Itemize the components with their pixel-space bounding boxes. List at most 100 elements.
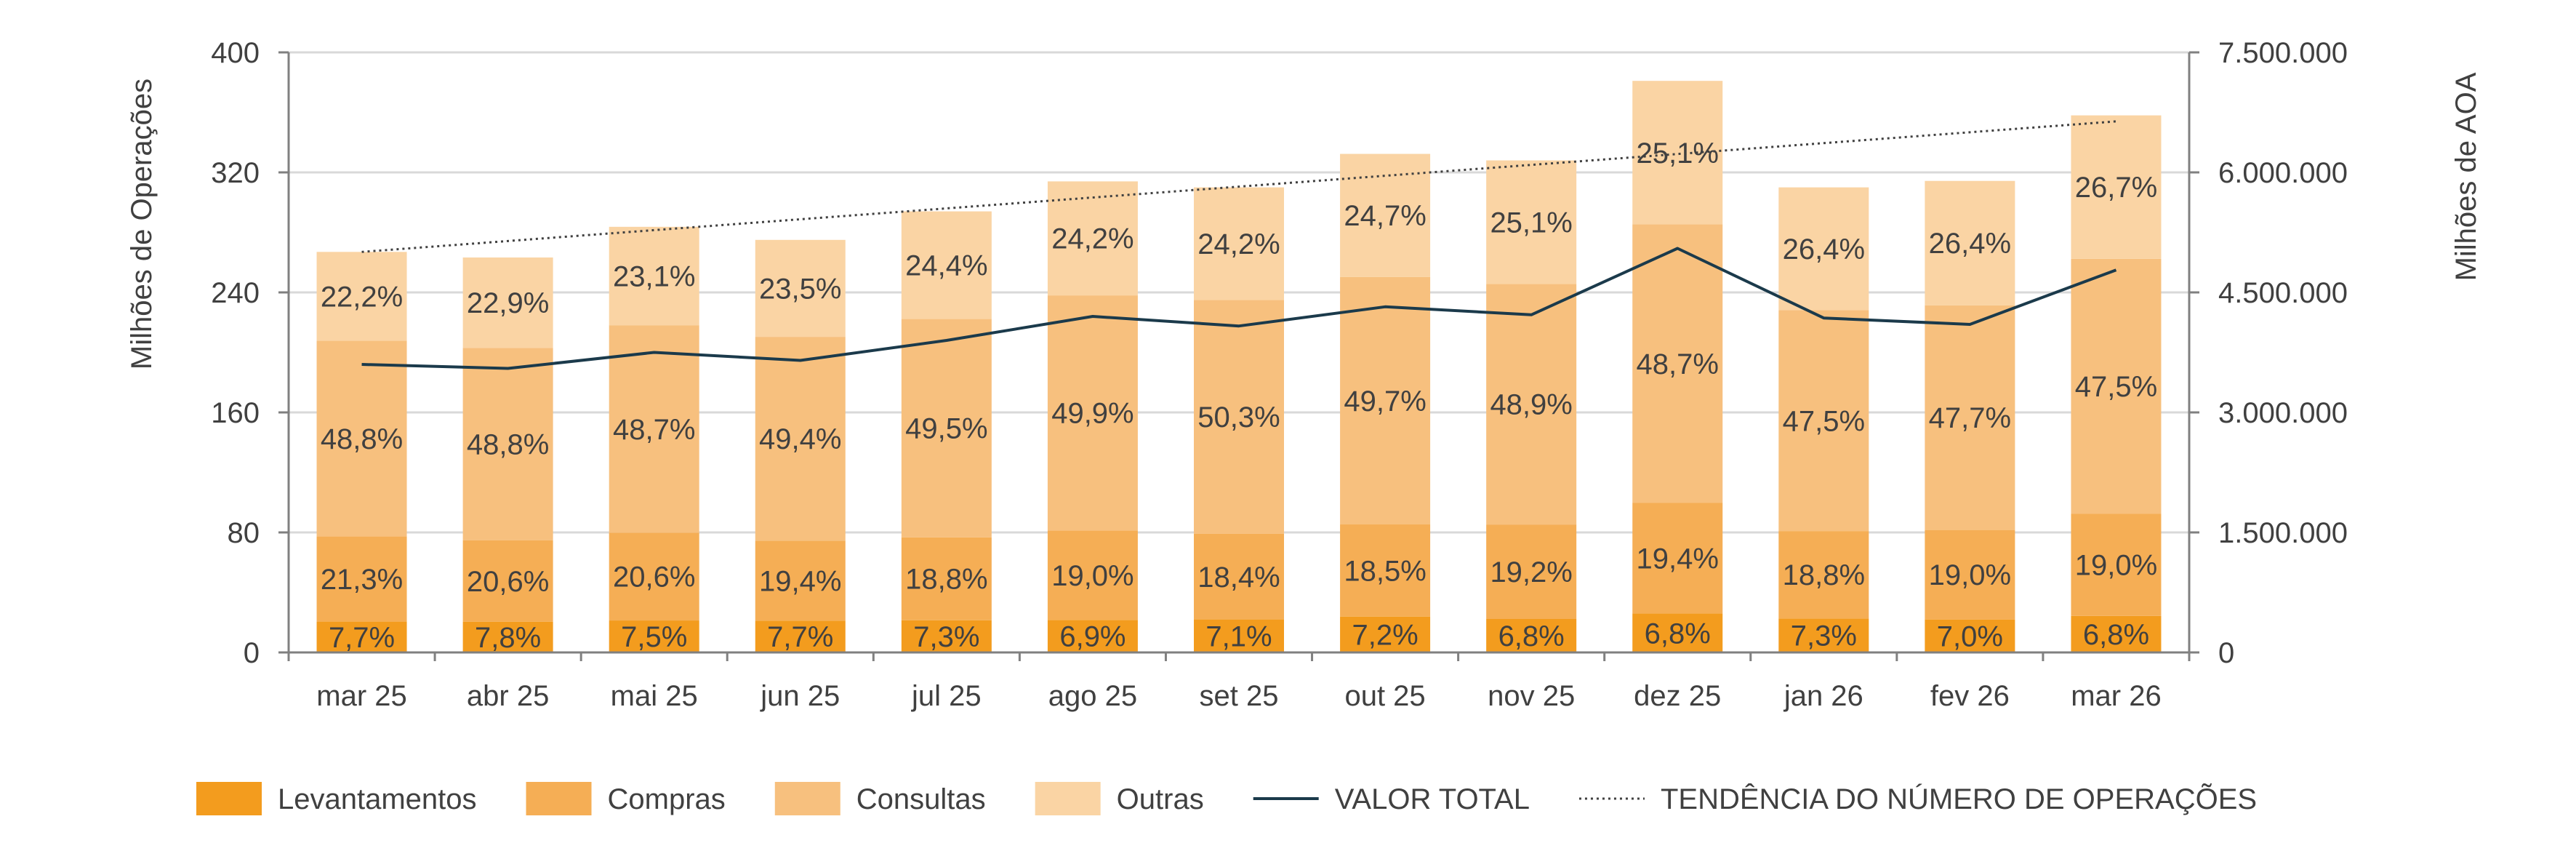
y-axis-title: Milhões de Operações	[126, 79, 158, 369]
bar-segment	[609, 532, 699, 621]
bar-segment	[1925, 619, 2015, 652]
x-tick-label: mar 25	[316, 680, 407, 712]
legend-label: Compras	[608, 783, 726, 815]
bar-segment	[755, 620, 846, 652]
legend-label: Consultas	[856, 783, 986, 815]
bar-data-label: 19,2%	[1490, 556, 1572, 588]
bar-data-label: 49,5%	[905, 413, 987, 445]
bar-segment	[901, 319, 992, 538]
bar-segment	[1486, 618, 1577, 652]
bar-data-label: 47,5%	[2075, 371, 2157, 403]
bar-data-label: 25,1%	[1637, 137, 1719, 169]
bar-data-label: 18,8%	[1783, 559, 1865, 591]
bar-data-label: 19,0%	[2075, 550, 2157, 582]
bar-segment	[1047, 181, 1138, 296]
legend-label: Outras	[1117, 783, 1204, 815]
bar-data-label: 26,4%	[1929, 228, 2011, 260]
bar-data-label: 7,7%	[329, 622, 395, 654]
bar-segment	[462, 257, 553, 348]
bar-data-label: 6,8%	[1498, 620, 1565, 652]
bar-data-label: 24,7%	[1344, 200, 1426, 232]
bar-data-label: 50,3%	[1197, 401, 1280, 434]
bar-data-label: 20,6%	[613, 562, 695, 594]
bar-data-label: 18,4%	[1197, 562, 1280, 594]
bar-data-label: 6,8%	[1645, 618, 1711, 650]
bar-segment	[2071, 115, 2162, 259]
bar-data-label: 25,1%	[1490, 207, 1572, 239]
bar-data-label: 7,8%	[475, 622, 541, 654]
trend-line	[361, 120, 2116, 253]
bar-segment	[462, 540, 553, 622]
x-tick-label: dez 25	[1634, 680, 1721, 712]
bar-segment	[462, 348, 553, 540]
bar-data-label: 47,7%	[1929, 402, 2011, 434]
bar-data-label: 6,8%	[2083, 619, 2149, 651]
bar-segment	[1486, 160, 1577, 284]
bar-segment	[609, 620, 699, 652]
bar-segment	[1778, 531, 1869, 619]
y2-tick-label: 6.000.000	[2218, 157, 2348, 189]
bar-data-label: 24,2%	[1197, 228, 1280, 260]
bar-data-label: 26,7%	[2075, 172, 2157, 204]
bar-segment	[1047, 530, 1138, 620]
bar-segment	[2071, 615, 2162, 652]
bar-segment	[1340, 524, 1431, 617]
bar-data-label: 19,0%	[1929, 559, 2011, 591]
bar-data-label: 7,5%	[621, 621, 687, 653]
legend-label: Levantamentos	[278, 783, 477, 815]
legend-swatch	[774, 782, 840, 815]
bar-data-label: 7,1%	[1205, 620, 1272, 652]
bar-segment	[609, 226, 699, 326]
bar-segment	[1194, 187, 1284, 300]
bar-segment	[755, 239, 846, 337]
bar-segment	[609, 325, 699, 533]
bar-data-label: 7,7%	[767, 621, 833, 653]
legend-swatch	[1035, 782, 1101, 815]
bar-segment	[1486, 524, 1577, 619]
x-tick-label: ago 25	[1048, 680, 1137, 712]
bar-segment	[1194, 533, 1284, 620]
bar-segment	[1925, 530, 2015, 620]
legend-label: VALOR TOTAL	[1335, 783, 1530, 815]
bar-data-label: 19,4%	[1637, 543, 1719, 575]
bar-data-label: 48,8%	[321, 423, 403, 455]
bar-data-label: 6,9%	[1059, 621, 1126, 653]
legend-label: TENDÊNCIA DO NÚMERO DE OPERAÇÕES	[1661, 783, 2257, 815]
x-tick-label: fev 26	[1930, 680, 2010, 712]
legend: Levantamentos Compras Consultas Outras VALOR…	[196, 782, 2257, 815]
line-layer	[361, 120, 2117, 370]
bar-segment	[1047, 295, 1138, 531]
bar-data-label: 26,4%	[1783, 233, 1865, 265]
bar-data-label: 21,3%	[321, 564, 403, 596]
x-tick-label: jul 25	[911, 680, 982, 712]
valor-total-line	[361, 247, 2117, 370]
bar-data-label: 7,0%	[1937, 620, 2003, 652]
bar-segment	[1486, 284, 1577, 525]
bar-segment	[1340, 276, 1431, 525]
y-tick-label: 240	[211, 277, 260, 309]
bar-segment	[316, 252, 407, 341]
bar-data-label: 48,7%	[1637, 348, 1719, 380]
y2-tick-label: 4.500.000	[2218, 277, 2348, 309]
bar-segment	[1632, 224, 1723, 503]
y2-tick-label: 0	[2218, 637, 2234, 669]
bar-segment	[316, 340, 407, 537]
bar-segment	[316, 536, 407, 622]
bar-data-label: 7,3%	[913, 621, 979, 653]
legend-swatch	[196, 782, 262, 815]
bar-segment	[755, 540, 846, 621]
bar-segment	[462, 621, 553, 652]
bar-segment	[1340, 616, 1431, 652]
bar-segment	[901, 537, 992, 620]
bar-data-label: 24,2%	[1051, 223, 1133, 255]
x-tick-label: nov 25	[1488, 680, 1575, 712]
bar-segment	[1340, 153, 1431, 277]
bar-data-label: 49,9%	[1051, 398, 1133, 430]
bar-data-label: 7,2%	[1352, 619, 1418, 651]
bar-segment	[1632, 613, 1723, 652]
bar-data-label: 23,5%	[759, 273, 841, 305]
x-tick-label: mai 25	[611, 680, 698, 712]
bar-segment	[1778, 310, 1869, 532]
bar-segment	[1194, 300, 1284, 534]
